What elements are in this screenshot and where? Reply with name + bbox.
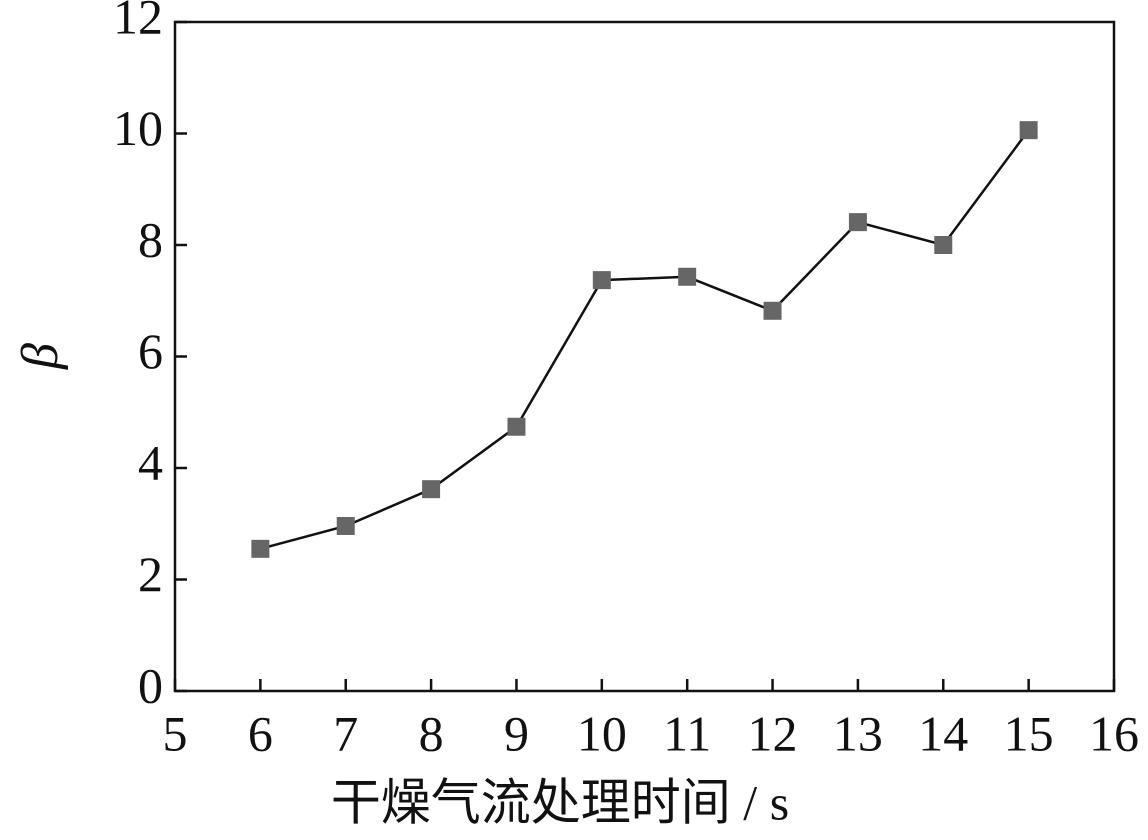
x-axis-label: 干燥气流处理时间 / s: [331, 774, 789, 830]
x-tick-label: 11: [663, 705, 711, 761]
marker: [507, 417, 526, 436]
x-tick-label: 12: [748, 705, 798, 761]
y-tick-label: 0: [138, 657, 163, 713]
series-line: [260, 129, 1030, 551]
x-tick-label: 14: [918, 705, 968, 761]
y-tick-label: 2: [138, 546, 163, 602]
y-axis-label: β: [12, 343, 69, 370]
marker: [678, 267, 697, 286]
x-tick-label: 16: [1089, 705, 1139, 761]
plot-frame: [173, 20, 1116, 693]
x-tick-label: 5: [163, 705, 188, 761]
marker: [251, 539, 270, 558]
x-tick-label: 7: [333, 705, 358, 761]
marker: [934, 236, 953, 254]
marker: [1019, 121, 1038, 140]
marker: [592, 271, 611, 290]
x-tick-label: 10: [577, 705, 627, 761]
marker: [422, 480, 441, 499]
marker: [763, 301, 782, 320]
x-tick-label: 8: [419, 705, 444, 761]
y-tick-label: 10: [113, 100, 163, 156]
x-tick-label: 15: [1004, 705, 1054, 761]
marker: [336, 516, 355, 535]
y-tick-label: 8: [138, 211, 163, 267]
x-tick-label: 13: [833, 705, 883, 761]
marker: [848, 213, 867, 232]
y-tick-label: 6: [138, 323, 163, 379]
x-tick-label: 6: [248, 705, 273, 761]
y-tick-label: 12: [113, 0, 163, 44]
y-tick-label: 4: [138, 434, 163, 490]
x-tick-label: 9: [504, 705, 529, 761]
